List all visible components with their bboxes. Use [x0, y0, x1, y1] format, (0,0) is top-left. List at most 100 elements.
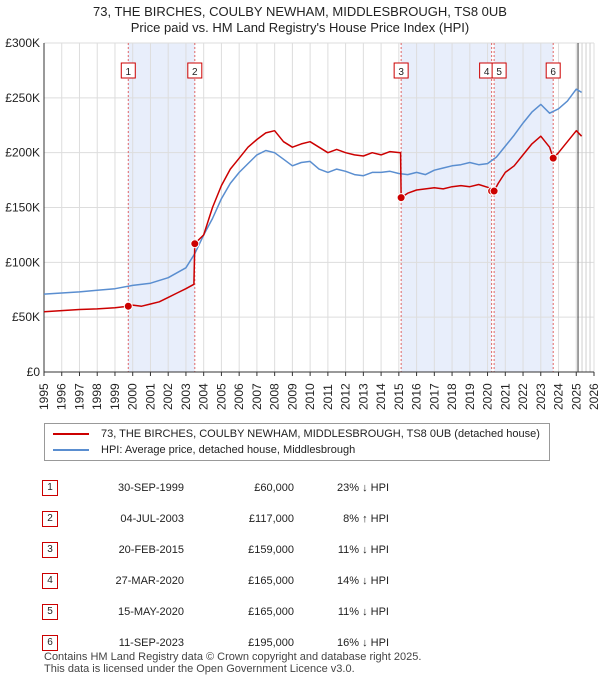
sale-number-label: 3: [398, 67, 404, 78]
y-tick-label: £300K: [5, 36, 40, 50]
sale-date: 11-SEP-2023: [118, 636, 184, 649]
x-tick-label: 2019: [463, 383, 477, 410]
sale-row: 4 27-MAR-2020 £165,000 14% ↓ HPI: [42, 565, 389, 596]
x-tick-label: 2007: [250, 383, 264, 410]
x-tick-label: 2001: [143, 383, 157, 410]
x-tick-label: 2002: [161, 383, 175, 410]
x-tick-label: 2026: [587, 383, 600, 410]
x-tick-label: 2009: [285, 383, 299, 410]
x-tick-label: 2008: [268, 383, 282, 410]
sale-hpi-diff: 8% ↑ HPI: [343, 512, 389, 525]
x-tick-label: 2023: [534, 383, 548, 410]
sale-point: [489, 186, 499, 196]
sale-hpi-diff: 16% ↓ HPI: [337, 636, 389, 649]
chart-title-line1: 73, THE BIRCHES, COULBY NEWHAM, MIDDLESB…: [93, 4, 507, 19]
sale-number-label: 1: [125, 67, 131, 78]
sale-number-box: [545, 62, 561, 79]
x-tick-label: 2016: [410, 383, 424, 410]
sale-price: £60,000: [254, 481, 294, 494]
sale-number: 6: [42, 634, 58, 651]
x-tick-label: 2004: [197, 383, 211, 410]
x-tick-label: 2013: [356, 383, 370, 410]
y-tick-label: £50K: [12, 310, 40, 324]
x-tick-label: 2014: [374, 383, 388, 410]
sale-hpi-diff: 14% ↓ HPI: [337, 574, 389, 587]
sale-point: [123, 301, 133, 311]
sale-price: £195,000: [248, 636, 294, 649]
x-tick-label: 1995: [37, 383, 51, 410]
sale-price: £165,000: [248, 605, 294, 618]
legend-swatch-hpi: [53, 449, 89, 452]
sale-date: 30-SEP-1999: [117, 481, 184, 494]
sale-date: 27-MAR-2020: [115, 574, 184, 587]
sale-date: 04-JUL-2003: [120, 512, 184, 525]
sales-table: 1 30-SEP-1999 £60,000 23% ↓ HPI 2 04-JUL-2003…: [42, 472, 389, 658]
sale-point: [190, 239, 200, 249]
legend-label-hpi: HPI: Average price, detached house, Midd…: [101, 444, 356, 456]
x-tick-label: 2003: [179, 383, 193, 410]
sale-number: 5: [42, 603, 58, 620]
sale-date: 20-FEB-2015: [118, 543, 184, 556]
sale-row: 1 30-SEP-1999 £60,000 23% ↓ HPI: [42, 472, 389, 503]
sale-number-label: 6: [550, 67, 556, 78]
sale-number-box: [120, 62, 136, 79]
sale-price: £165,000: [248, 574, 294, 587]
sale-number-label: 2: [192, 67, 198, 78]
legend-item-hpi: HPI: Average price, detached house, Midd…: [53, 442, 355, 458]
sale-row: 6 11-SEP-2023 £195,000 16% ↓ HPI: [42, 627, 389, 658]
series-line-hpi: [43, 88, 582, 295]
sale-number-box: [393, 62, 409, 79]
y-tick-label: £200K: [5, 146, 40, 160]
legend: 73, THE BIRCHES, COULBY NEWHAM, MIDDLESB…: [44, 423, 550, 461]
y-tick-label: £100K: [5, 255, 40, 269]
sale-number: 3: [42, 541, 58, 558]
x-tick-label: 2010: [303, 383, 317, 410]
sale-row: 2 04-JUL-2003 £117,000 8% ↑ HPI: [42, 503, 389, 534]
y-tick-label: £150K: [5, 201, 40, 215]
x-tick-label: 2005: [214, 383, 228, 410]
sale-price: £159,000: [248, 543, 294, 556]
y-tick-label: £0: [27, 365, 41, 379]
sale-point: [396, 193, 406, 203]
x-tick-label: 2017: [427, 383, 441, 410]
y-tick-label: £250K: [5, 91, 40, 105]
x-tick-label: 2018: [445, 383, 459, 410]
sale-number: 1: [42, 479, 58, 496]
x-tick-label: 2020: [481, 383, 495, 410]
sale-row: 3 20-FEB-2015 £159,000 11% ↓ HPI: [42, 534, 389, 565]
x-tick-label: 2015: [392, 383, 406, 410]
sale-date: 15-MAY-2020: [117, 605, 184, 618]
x-tick-label: 1996: [55, 383, 69, 410]
sale-number-label: 4: [484, 67, 490, 78]
x-tick-label: 2011: [321, 384, 335, 410]
sale-point: [548, 153, 558, 163]
series-line-property: [43, 129, 583, 313]
footer-licence: This data is licensed under the Open Gov…: [44, 663, 355, 675]
legend-item-property: 73, THE BIRCHES, COULBY NEWHAM, MIDDLESB…: [53, 426, 540, 442]
sale-hpi-diff: 23% ↓ HPI: [337, 481, 389, 494]
x-tick-label: 2022: [516, 383, 530, 410]
sale-hpi-diff: 11% ↓ HPI: [337, 543, 389, 556]
sale-row: 5 15-MAY-2020 £165,000 11% ↓ HPI: [42, 596, 389, 627]
sale-number-box: [491, 62, 507, 79]
legend-label-property: 73, THE BIRCHES, COULBY NEWHAM, MIDDLESB…: [101, 428, 540, 440]
x-tick-label: 1999: [108, 383, 122, 410]
x-tick-label: 1998: [90, 383, 104, 410]
sale-number-box: [187, 62, 203, 79]
chart-title-line2: Price paid vs. HM Land Registry's House …: [130, 20, 470, 35]
x-tick-label: 2021: [498, 383, 512, 410]
sale-number: 4: [42, 572, 58, 589]
x-tick-label: 2024: [552, 383, 566, 410]
x-tick-label: 2000: [126, 383, 140, 410]
footer: Contains HM Land Registry data © Crown c…: [44, 651, 421, 675]
legend-swatch-property: [53, 433, 89, 436]
sale-number-label: 5: [496, 67, 502, 78]
sale-number: 2: [42, 510, 58, 527]
footer-copyright: Contains HM Land Registry data © Crown c…: [44, 651, 422, 663]
sale-hpi-diff: 11% ↓ HPI: [337, 605, 389, 618]
x-tick-label: 2012: [339, 383, 353, 410]
x-tick-label: 1997: [72, 383, 86, 410]
sale-price: £117,000: [248, 512, 294, 525]
x-tick-label: 2006: [232, 383, 246, 410]
